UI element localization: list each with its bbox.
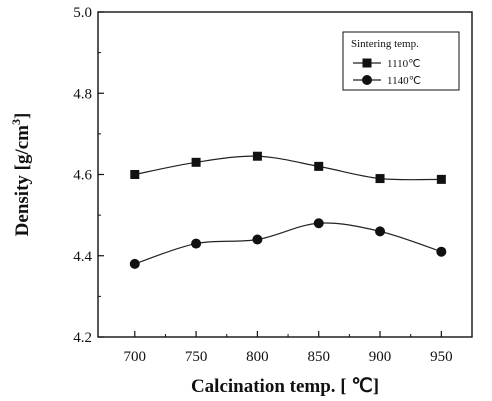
legend-entry: 1110℃ [353, 58, 421, 70]
y-tick-label: 4.4 [73, 249, 92, 265]
data-point [436, 174, 446, 184]
y-tick-label: 5.0 [73, 5, 92, 21]
x-tick-label: 850 [307, 349, 330, 365]
y-tick-label: 4.2 [73, 330, 92, 346]
legend-title: Sintering temp. [351, 38, 419, 50]
legend-label: 1140℃ [387, 75, 421, 87]
data-point [375, 174, 385, 184]
legend-label: 1110℃ [387, 58, 421, 70]
data-point [436, 246, 447, 257]
legend-marker [362, 58, 372, 68]
x-axis-title: Calcination temp. [ ℃] [191, 376, 379, 397]
y-axis-title-superscript: 3 [9, 119, 23, 125]
legend-marker [362, 75, 372, 85]
legend-entries: 1110℃ 1140℃ [353, 58, 421, 87]
y-axis-title-close: ] [12, 113, 33, 119]
x-tick-label: 900 [369, 349, 392, 365]
data-point [191, 157, 201, 167]
x-tick-label: 950 [430, 349, 453, 365]
series-line [134, 155, 442, 181]
data-point [252, 151, 262, 161]
data-point [191, 238, 202, 249]
x-tick-label: 750 [185, 349, 208, 365]
x-tick-label: 700 [124, 349, 147, 365]
y-axis-title-main: Density [g/cm [12, 125, 33, 237]
data-point [129, 258, 140, 269]
legend: Sintering temp. 1110℃ 1140℃ [342, 31, 460, 91]
y-axis-ticks: 4.2 4.4 4.6 4.8 5.0 [73, 5, 104, 346]
plot-area: 700 750 800 850 900 950 4.2 4.4 4.6 4.8 5.0 [73, 5, 473, 365]
x-tick-label: 800 [246, 349, 269, 365]
series-1 [130, 151, 446, 184]
legend-entry: 1140℃ [353, 75, 421, 87]
series-2 [129, 218, 447, 269]
x-axis-ticks: 700 750 800 850 900 950 [124, 331, 453, 365]
series-layer [129, 151, 447, 269]
data-point [130, 170, 140, 179]
data-point [313, 218, 324, 229]
data-point [252, 234, 263, 245]
data-point [314, 161, 324, 171]
y-tick-label: 4.8 [73, 86, 92, 102]
data-point [375, 226, 386, 237]
y-axis-title: Density [g/cm3] [9, 113, 33, 237]
y-tick-label: 4.6 [73, 168, 92, 184]
series-line [134, 222, 442, 265]
